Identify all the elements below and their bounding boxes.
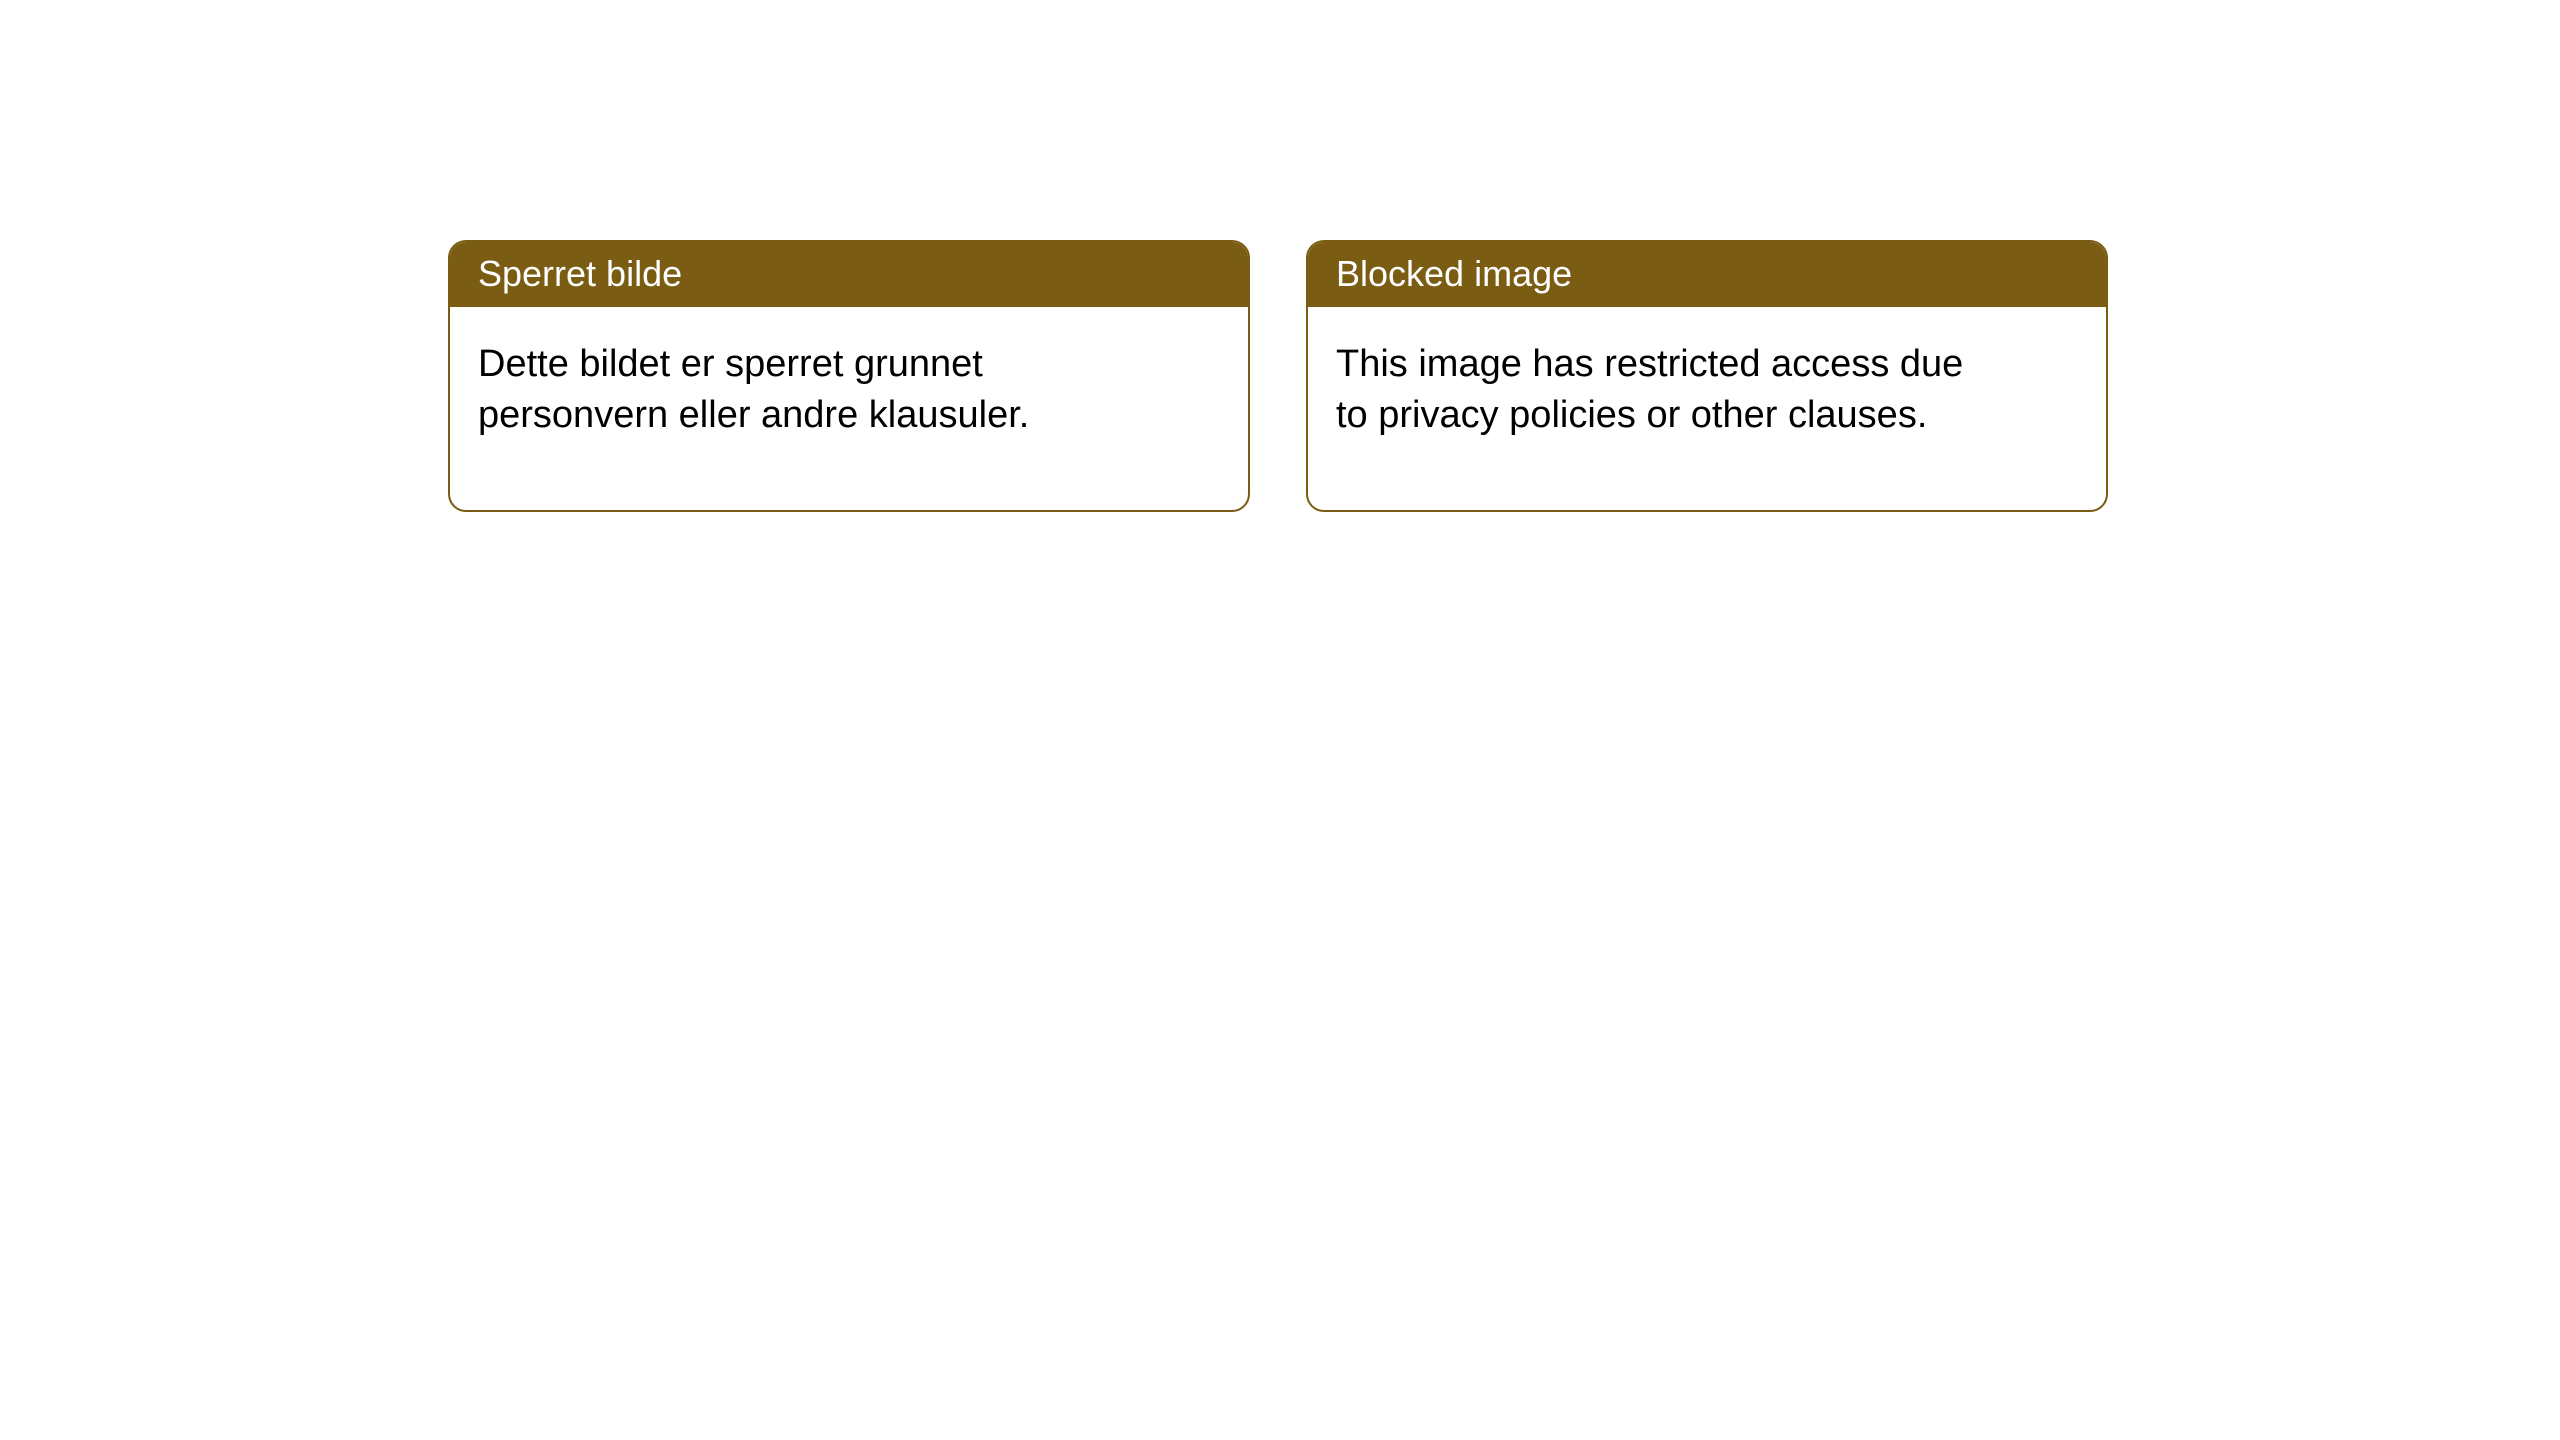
notice-body-no: Dette bildet er sperret grunnet personve… [450, 307, 1170, 510]
notice-card-en: Blocked image This image has restricted … [1306, 240, 2108, 512]
notice-card-no: Sperret bilde Dette bildet er sperret gr… [448, 240, 1250, 512]
notice-header-en: Blocked image [1308, 242, 2106, 307]
notice-header-no: Sperret bilde [450, 242, 1248, 307]
notice-body-en: This image has restricted access due to … [1308, 307, 2028, 510]
notice-container: Sperret bilde Dette bildet er sperret gr… [0, 0, 2560, 512]
